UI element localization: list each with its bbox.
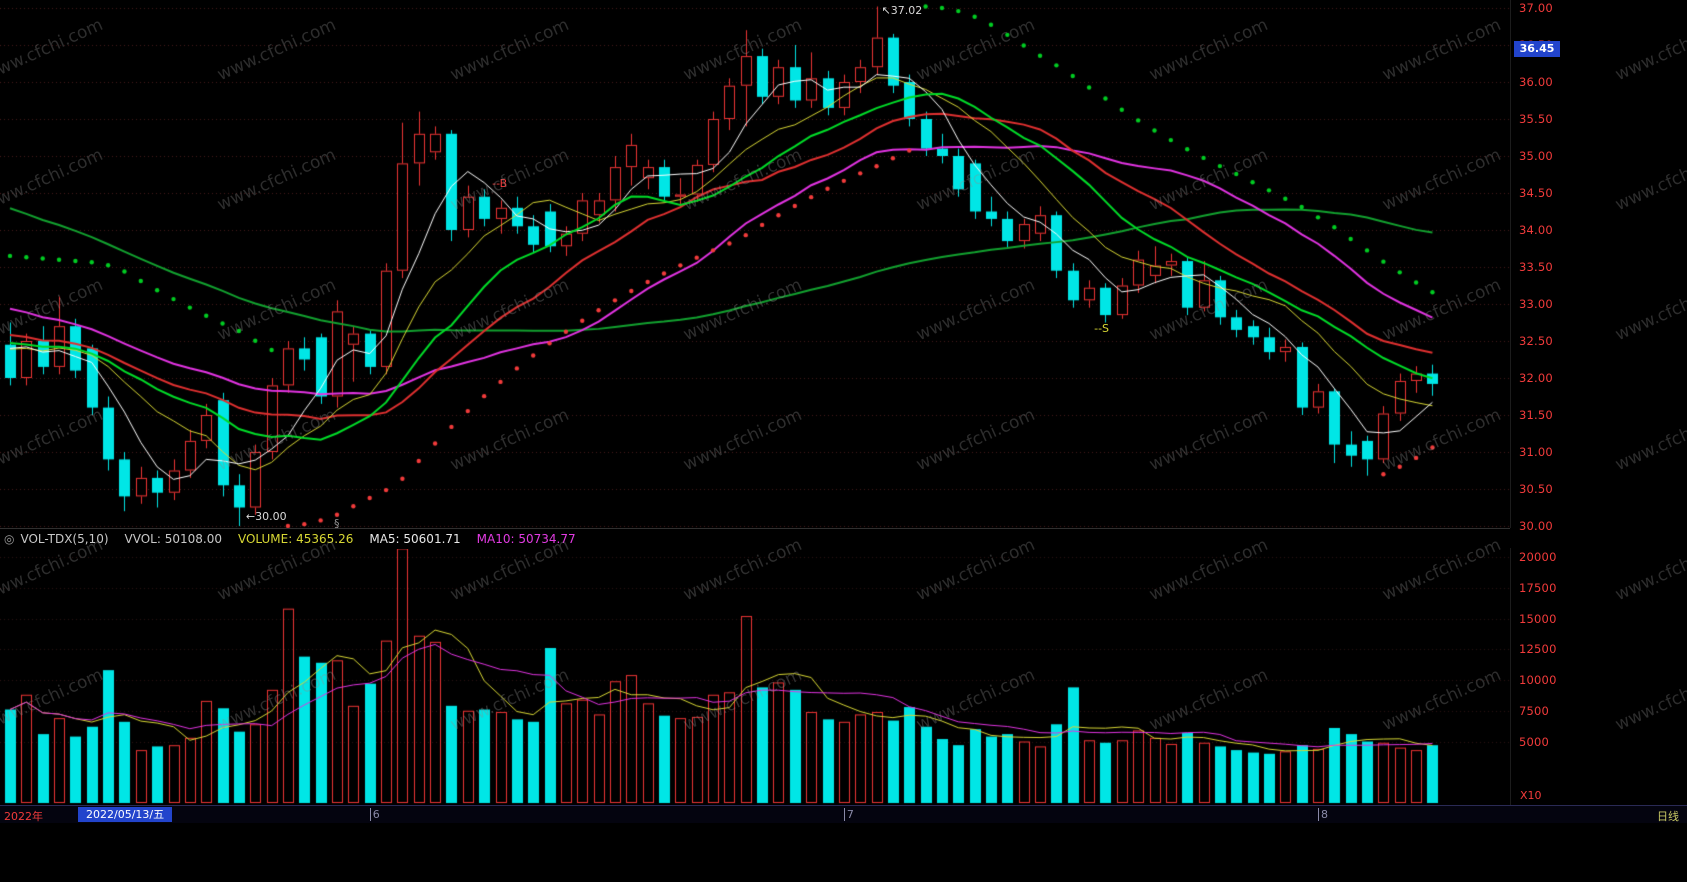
indicator-header-item: VOLUME: 45365.26 (237, 532, 354, 546)
indicator-header-item: MA5: 50601.71 (369, 532, 461, 546)
indicator-header-item: MA10: 50734.77 (476, 532, 576, 546)
price-tick-label: 32.50 (1519, 334, 1553, 348)
indicator-values: VOL-TDX(5,10) VVOL: 50108.00 VOLUME: 45365… (20, 532, 591, 546)
price-tick-label: 36.00 (1519, 75, 1553, 89)
timeline-year-label: 2022年 (4, 810, 43, 823)
price-tick-label: 34.50 (1519, 186, 1553, 200)
timeline-month-label: 8 (1318, 808, 1328, 821)
price-axis: 37.0036.5036.0035.5035.0034.5034.0033.50… (1510, 0, 1687, 533)
price-tick-label: 30.50 (1519, 482, 1553, 496)
price-tick-label: 30.00 (1519, 519, 1553, 533)
indicator-header-item: VOL-TDX(5,10) (20, 532, 109, 546)
timeline-bar: 2022年 2022/05/13/五 6 7 8 日线 (0, 805, 1687, 823)
period-label[interactable]: 日线 (1657, 810, 1679, 823)
last-price-badge: 36.45 (1514, 40, 1560, 57)
price-tick-label: 37.00 (1519, 1, 1553, 15)
volume-tick-label: 12500 (1519, 642, 1557, 657)
volume-tick-label: 5000 (1519, 734, 1550, 749)
price-tick-label: 31.50 (1519, 408, 1553, 422)
volume-tick-label: 17500 (1519, 580, 1557, 595)
price-tick-label: 34.00 (1519, 223, 1553, 237)
price-tick-label: 35.00 (1519, 149, 1553, 163)
price-tick-label: 33.50 (1519, 260, 1553, 274)
volume-tick-label: 10000 (1519, 673, 1557, 687)
chart-canvas[interactable] (0, 0, 1510, 805)
price-tick-label: 33.00 (1519, 297, 1553, 311)
volume-indicator-header: ◎ VOL-TDX(5,10) VVOL: 50108.00 VOLUME: 453… (0, 528, 1510, 549)
indicator-collapse-icon[interactable]: ◎ (4, 532, 15, 546)
indicator-header-item: VVOL: 50108.00 (124, 532, 222, 546)
price-tick-label: 31.00 (1519, 445, 1553, 459)
price-tick-label: 35.50 (1519, 112, 1553, 126)
volume-tick-label: 15000 (1519, 611, 1557, 626)
volume-tick-label: 20000 (1519, 550, 1557, 564)
timeline-month-label: 7 (844, 808, 854, 821)
timeline-date-chip: 2022/05/13/五 (78, 807, 173, 822)
volume-unit-label: X10 (1520, 789, 1542, 802)
timeline-month-label: 6 (370, 808, 380, 821)
volume-tick-label: 7500 (1519, 703, 1550, 718)
volume-axis: 20000 17500 15000 12500 10000 7500 5000 (1510, 548, 1687, 805)
price-tick-label: 32.00 (1519, 371, 1553, 385)
